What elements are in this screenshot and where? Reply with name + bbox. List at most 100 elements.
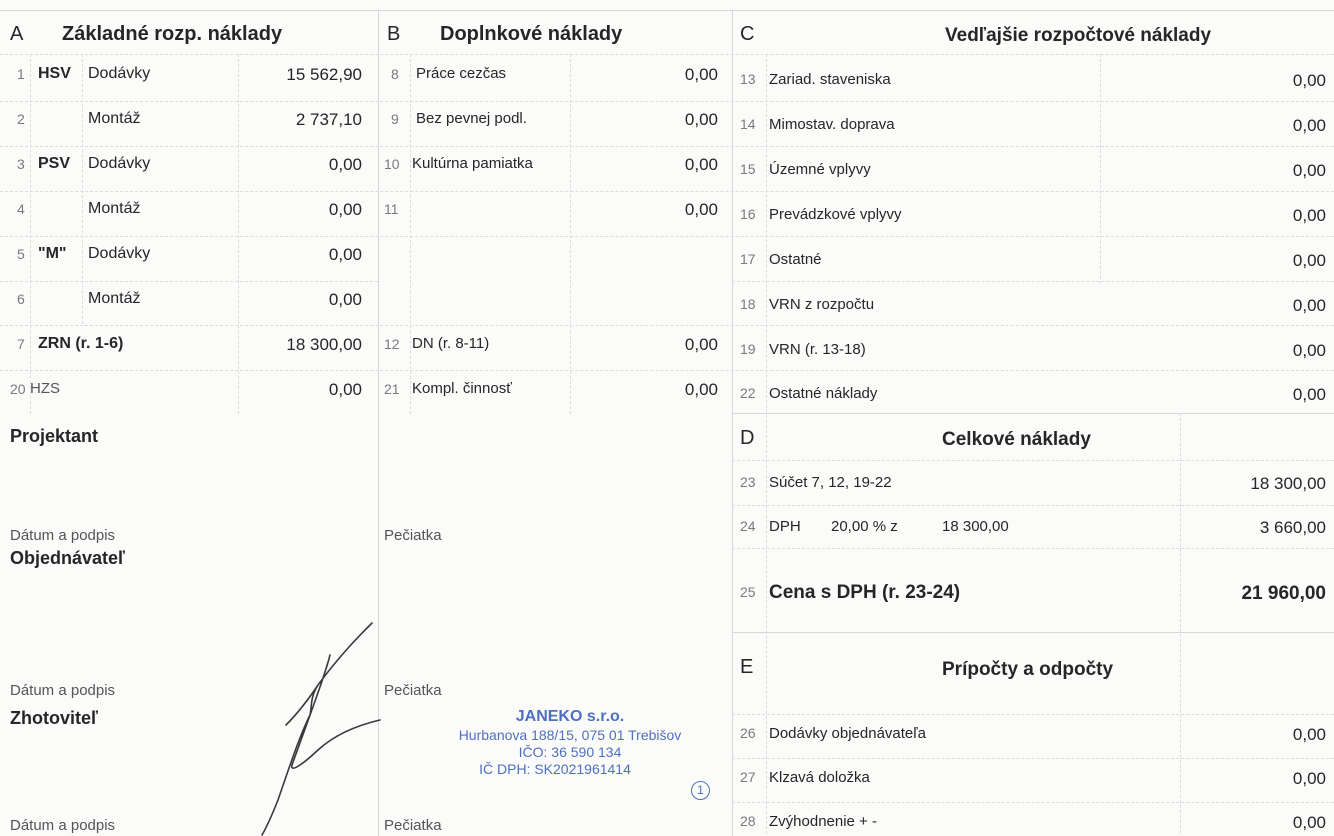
c-row-13-value: 0,00 (1292, 71, 1326, 90)
zhotovitel-peciatka: Pečiatka (384, 817, 442, 834)
c-row-16-value: 0,00 (1292, 206, 1326, 225)
b-row-12-num: 12 (384, 336, 400, 352)
c-row-14-value: 0,00 (1292, 116, 1326, 135)
top-rule (0, 10, 1334, 11)
a-row-6-value: 0,00 (328, 290, 362, 309)
c-row-18-value: 0,00 (1292, 296, 1326, 315)
d-row-25-label: Cena s DPH (r. 23-24) (769, 582, 961, 603)
c-row-14-num: 14 (740, 116, 756, 132)
a-row-1-value: 15 562,90 (286, 65, 362, 84)
b-row-10-label: Kultúrna pamiatka (412, 155, 533, 172)
c-row-17-label: Ostatné (769, 251, 822, 268)
stamp-company-name: JANEKO s.r.o. (515, 708, 625, 725)
c-row-22-value: 0,00 (1292, 385, 1326, 404)
b-row-10-num: 10 (384, 156, 400, 172)
b-row-21-num: 21 (384, 381, 400, 397)
c-row-19-label: VRN (r. 13-18) (769, 341, 866, 358)
c-row-15-value: 0,00 (1292, 161, 1326, 180)
a-row-1-num: 1 (17, 66, 25, 82)
e-row-27-num: 27 (740, 769, 756, 785)
e-row-27-label: Klzavá doložka (769, 769, 870, 786)
stamp-address: Hurbanova 188/15, 075 01 Trebišov (458, 727, 682, 743)
a-row-7-group: ZRN (r. 1-6) (38, 335, 124, 352)
stamp-ico: IČO: 36 590 134 (518, 744, 622, 760)
objednavatel-datum-podpis: Dátum a podpis (10, 682, 116, 699)
c-row-17-num: 17 (740, 251, 756, 267)
b-row-12-label: DN (r. 8-11) (412, 335, 490, 352)
a-row-4-value: 0,00 (328, 200, 362, 219)
b-row-11-num: 11 (384, 201, 399, 217)
a-row-3-group: PSV (38, 155, 71, 172)
e-row-28-label: Zvýhodnenie + - (769, 813, 877, 830)
c-row-17-value: 0,00 (1292, 251, 1326, 270)
c-row-15-num: 15 (740, 161, 756, 177)
section-c-letter: C (740, 23, 755, 45)
e-row-27-value: 0,00 (1292, 769, 1326, 788)
d-row-25-num: 25 (740, 584, 756, 600)
b-row-9-num: 9 (391, 111, 399, 127)
header-rule (0, 54, 1334, 55)
a-row-3-value: 0,00 (328, 155, 362, 174)
a-row-7-value: 18 300,00 (286, 335, 362, 354)
a-row-5-value: 0,00 (328, 245, 362, 264)
d-row-24-base: 18 300,00 (942, 518, 1009, 535)
a-row-5-group: "M" (38, 245, 67, 262)
a-row-20-num: 20 (10, 381, 26, 397)
b-row-8-num: 8 (391, 66, 399, 82)
c-row-16-num: 16 (740, 206, 756, 222)
a-row-2-num: 2 (17, 111, 25, 127)
d-row-24-label: DPH (769, 518, 801, 535)
a-row-1-label: Dodávky (88, 65, 151, 82)
signature-scribble (261, 622, 381, 836)
b-row-9-value: 0,00 (684, 110, 718, 129)
a-row-20-group: HZS (30, 380, 60, 397)
a-row-20-value: 0,00 (328, 380, 362, 399)
b-row-21-value: 0,00 (684, 380, 718, 399)
d-row-23-label: Súčet 7, 12, 19-22 (769, 474, 892, 491)
c-row-13-num: 13 (740, 71, 756, 87)
c-row-18-num: 18 (740, 296, 756, 312)
b-row-11-value: 0,00 (684, 200, 718, 219)
c-row-18-label: VRN z rozpočtu (769, 296, 875, 313)
section-b-letter: B (387, 23, 401, 45)
e-row-26-value: 0,00 (1292, 725, 1326, 744)
a-row-3-num: 3 (17, 156, 25, 172)
a-row-5-label: Dodávky (88, 245, 151, 262)
a-row-4-num: 4 (17, 201, 25, 217)
zhotovitel-heading: Zhotoviteľ (10, 708, 98, 728)
c-row-19-num: 19 (740, 341, 756, 357)
objednavatel-peciatka: Pečiatka (384, 682, 442, 699)
b-row-21-label: Kompl. činnosť (412, 380, 512, 397)
projektant-heading: Projektant (10, 426, 99, 446)
section-d-title: Celkové náklady (942, 429, 1091, 450)
d-row-25-value: 21 960,00 (1241, 583, 1326, 604)
divider-a-b (378, 10, 379, 836)
a-row-4-label: Montáž (88, 200, 141, 217)
a-row-3-label: Dodávky (88, 155, 151, 172)
divider-b-c (732, 10, 733, 836)
e-row-26-label: Dodávky objednávateľa (769, 725, 926, 742)
d-row-23-num: 23 (740, 474, 756, 490)
b-row-12-value: 0,00 (684, 335, 718, 354)
section-a-letter: A (10, 23, 24, 45)
d-row-24-num: 24 (740, 518, 756, 534)
stamp-icdph: IČ DPH: SK2021961414 (479, 761, 631, 777)
e-row-28-num: 28 (740, 813, 756, 829)
b-row-8-value: 0,00 (684, 65, 718, 84)
objednavatel-heading: Objednávateľ (10, 548, 125, 568)
section-b-title: Doplnkové náklady (440, 23, 623, 45)
section-e-title: Prípočty a odpočty (942, 659, 1114, 680)
section-a-title: Základné rozp. náklady (62, 23, 283, 45)
a-row-6-label: Montáž (88, 290, 141, 307)
c-row-16-label: Prevádzkové vplyvy (769, 206, 902, 223)
c-row-13-label: Zariad. staveniska (769, 71, 891, 88)
e-rule (732, 632, 1334, 633)
section-d-letter: D (740, 427, 755, 449)
c-row-22-num: 22 (740, 385, 756, 401)
section-e-letter: E (740, 656, 754, 678)
a-row-7-num: 7 (17, 336, 25, 352)
d-row-24-value: 3 660,00 (1259, 518, 1326, 537)
a-row-5-num: 5 (17, 246, 25, 262)
a-row-6-num: 6 (17, 291, 25, 307)
a-row-2-value: 2 737,10 (295, 110, 362, 129)
